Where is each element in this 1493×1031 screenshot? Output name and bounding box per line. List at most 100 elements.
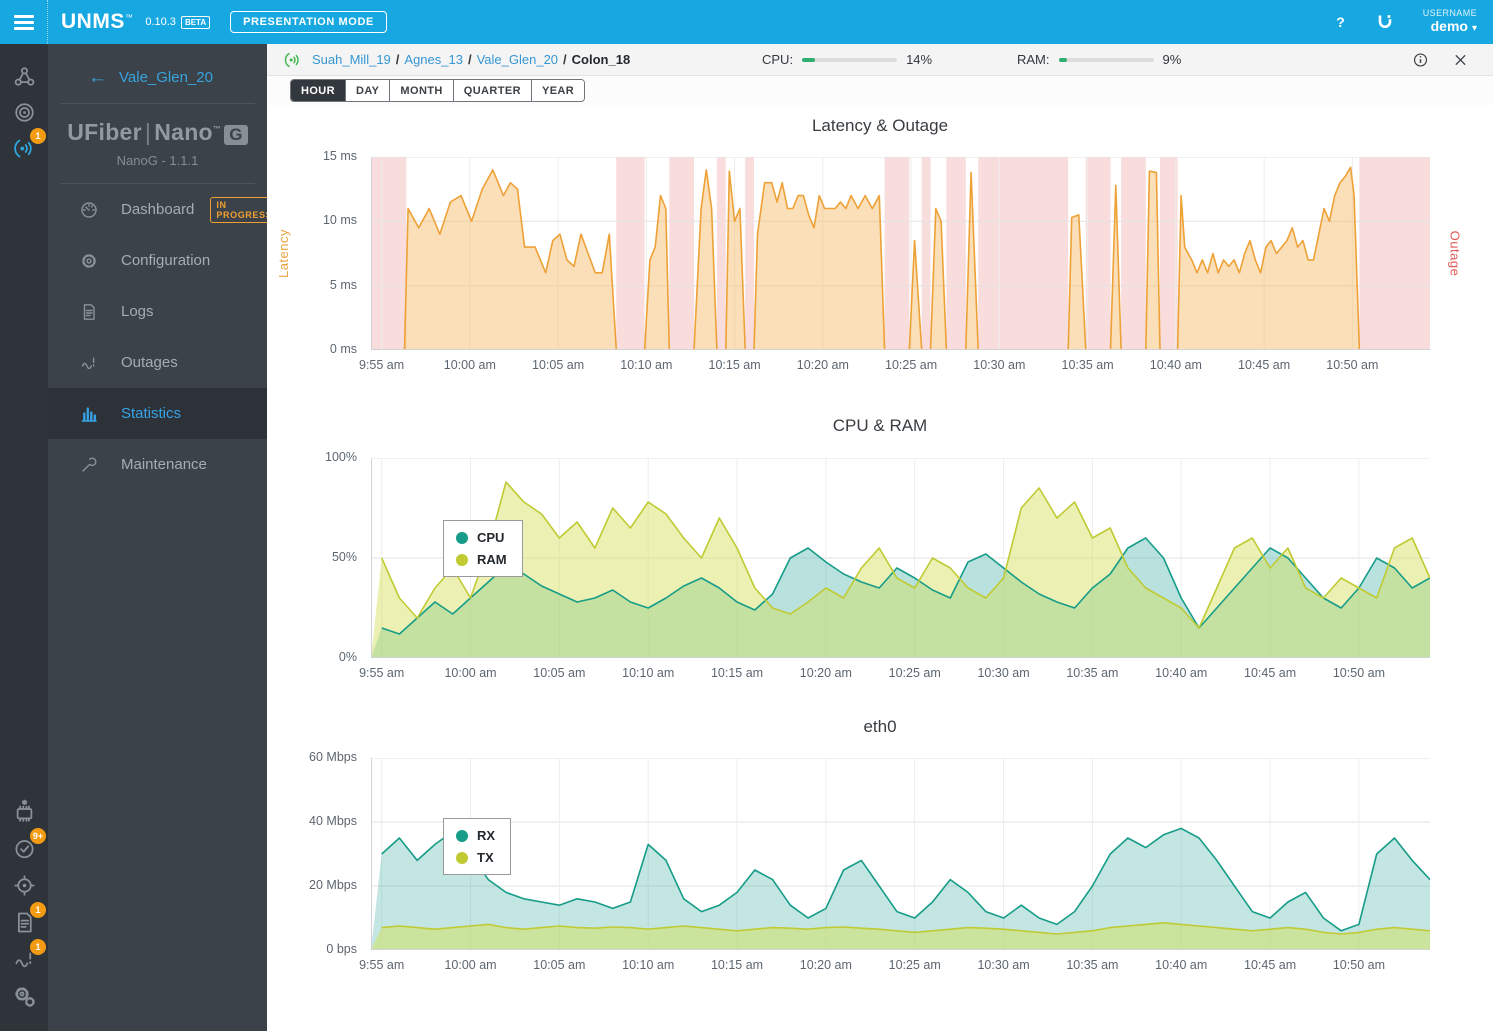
chart-title-cpu-ram: CPU & RAM — [832, 416, 928, 435]
latency-axis-label: Latency — [276, 228, 292, 279]
menu-toggle-icon[interactable] — [0, 0, 48, 44]
y-tick-label: 100% — [325, 450, 357, 464]
x-tick-label: 10:40 am — [1149, 358, 1202, 372]
legend-label: RAM — [477, 552, 507, 567]
cpu-label: CPU: — [762, 52, 794, 67]
menu-item-outages[interactable]: Outages — [48, 337, 267, 388]
legend-item: CPU — [456, 530, 507, 545]
username-label: USERNAME — [1422, 7, 1477, 18]
latency-outage-chart: Latency Outage 0 ms 5 ms 10 ms 15 ms 9:55 am… — [277, 149, 1463, 372]
cpu-meter: CPU: 14% — [762, 44, 936, 75]
back-link[interactable]: ← Vale_Glen_20 — [48, 44, 267, 103]
top-bar: UNMS™ 0.10.3 BETA PRESENTATION MODE ? US… — [0, 0, 1493, 44]
chart-title-latency: Latency & Outage — [811, 116, 949, 135]
notification-badge: 9+ — [30, 828, 46, 844]
x-tick-label: 9:55 am — [359, 958, 405, 972]
device-signal-icon — [283, 50, 303, 70]
menu-item-label: Maintenance — [121, 456, 207, 473]
tab-hour[interactable]: HOUR — [291, 80, 346, 101]
legend-label: RX — [477, 828, 496, 843]
cpu-progress-bar — [802, 57, 898, 62]
ubiquiti-logo-icon[interactable] — [1375, 12, 1395, 32]
device-logo: UFiber | Nano™ G NanoG - 1.1.1 — [48, 104, 267, 183]
menu-item-configuration[interactable]: Configuration — [48, 235, 267, 286]
help-icon[interactable]: ? — [1336, 14, 1345, 30]
x-tick-label: 10:10 am — [622, 666, 675, 680]
discover-icon[interactable] — [10, 871, 38, 899]
menu-item-dashboard[interactable]: Dashboard IN PROGRESS — [48, 184, 279, 235]
y-tick-label: 50% — [331, 550, 357, 564]
device-logs-icon[interactable]: 1 — [10, 902, 46, 936]
y-tick-label: 0 ms — [329, 342, 357, 356]
device-menu: Dashboard IN PROGRESS Configuration Logs Out… — [48, 184, 279, 490]
menu-item-label: Logs — [121, 303, 154, 320]
firmware-icon[interactable] — [10, 797, 38, 825]
logo-primary: UFiber — [67, 119, 142, 145]
legend-item: TX — [456, 850, 495, 865]
cpu-ram-chart: 0% 50% 100% 9:55 am 10:00 am 10:05 am 10:10 am… — [325, 450, 1430, 680]
notification-badge: 1 — [30, 902, 46, 918]
menu-item-maintenance[interactable]: Maintenance — [48, 439, 267, 490]
x-tick-label: 9:55 am — [359, 666, 405, 680]
x-tick-label: 10:15 am — [710, 666, 764, 680]
breadcrumb-link[interactable]: Vale_Glen_20 — [476, 52, 559, 67]
x-tick-label: 10:40 am — [1155, 958, 1208, 972]
back-arrow-icon: ← — [88, 66, 107, 88]
breadcrumb-link[interactable]: Agnes_13 — [404, 52, 463, 67]
chart-canvas-eth0 — [371, 758, 1430, 950]
x-tick-label: 10:15 am — [708, 358, 761, 372]
menu-item-statistics[interactable]: Statistics — [48, 388, 267, 439]
tab-year[interactable]: YEAR — [531, 80, 585, 101]
chart-title-eth0: eth0 — [863, 717, 897, 736]
x-tick-label: 10:10 am — [622, 958, 675, 972]
presentation-mode-button[interactable]: PRESENTATION MODE — [230, 11, 387, 33]
divider — [60, 103, 255, 104]
y-tick-label: 5 ms — [329, 277, 357, 292]
tab-month[interactable]: MONTH — [390, 80, 454, 101]
breadcrumb: Suah_Mill_19 / Agnes_13 / Vale_Glen_20 / Colon… — [312, 52, 630, 67]
ram-progress-bar — [1058, 57, 1154, 62]
x-tick-label: 10:45 am — [1244, 666, 1297, 680]
breadcrumb-separator: / — [395, 52, 400, 67]
y-tick-label: 40 Mbps — [309, 814, 357, 828]
x-tick-label: 10:45 am — [1244, 958, 1297, 972]
time-range-tabs: HOUR DAY MONTH QUARTER YEAR — [290, 79, 586, 102]
outage-axis-label: Outage — [1447, 230, 1463, 277]
breadcrumb-separator: / — [467, 52, 472, 67]
info-icon[interactable] — [1412, 51, 1429, 68]
x-tick-label: 10:50 am — [1326, 358, 1379, 372]
menu-item-logs[interactable]: Logs — [48, 286, 267, 337]
y-tick-label: 10 ms — [322, 213, 357, 228]
breadcrumb-current: Colon_18 — [571, 52, 631, 67]
legend-item: RAM — [456, 552, 507, 567]
settings-icon[interactable] — [10, 982, 38, 1010]
legend-label: TX — [477, 850, 494, 865]
x-tick-label: 10:15 am — [710, 958, 764, 972]
y-tick-label: 15 ms — [322, 149, 357, 163]
sites-icon[interactable] — [10, 62, 38, 90]
y-tick-label: 0% — [338, 650, 357, 664]
y-tick-label: 0 bps — [326, 942, 357, 956]
notification-badge: 1 — [30, 128, 46, 144]
tasks-icon[interactable]: 9+ — [10, 828, 46, 862]
tab-day[interactable]: DAY — [346, 80, 391, 101]
legend-label: CPU — [477, 530, 505, 545]
tab-quarter[interactable]: QUARTER — [453, 80, 532, 101]
time-range-tabs-row: HOUR DAY MONTH QUARTER YEAR — [267, 76, 1493, 105]
x-tick-label: 10:40 am — [1155, 666, 1208, 680]
configuration-icon — [79, 251, 99, 271]
eth0-chart: 0 bps 20 Mbps 40 Mbps 60 Mbps 9:55 am 10:00 a… — [309, 750, 1430, 972]
user-menu[interactable]: USERNAME demo ▾ — [1423, 8, 1477, 37]
cpu-value: 14% — [906, 52, 933, 67]
ram-value: 9% — [1162, 52, 1182, 67]
legend-dot-icon — [456, 851, 468, 864]
antenna-icon[interactable]: 1 — [10, 128, 46, 162]
x-tick-label: 10:35 am — [1066, 666, 1119, 680]
device-panel: ← Vale_Glen_20 UFiber | Nano™ G NanoG - 1.1… — [48, 44, 279, 1031]
logo-secondary: Nano — [154, 119, 213, 145]
x-tick-label: 9:55 am — [359, 358, 405, 372]
outages-icon[interactable]: 1 — [10, 939, 46, 973]
devices-icon[interactable] — [10, 98, 38, 126]
breadcrumb-link[interactable]: Suah_Mill_19 — [312, 52, 391, 67]
close-icon[interactable] — [1452, 51, 1469, 68]
